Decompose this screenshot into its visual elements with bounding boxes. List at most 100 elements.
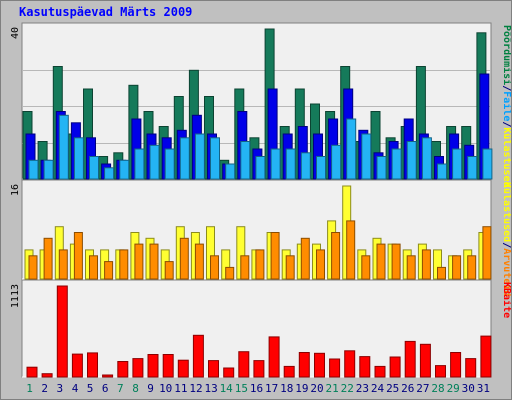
top-bar-lehekljed-day-27 bbox=[421, 137, 432, 180]
top-bar-lehekljed-day-24 bbox=[376, 156, 387, 180]
bot-bar-kbaite-day-17 bbox=[268, 336, 280, 378]
x-tick-label-day-11: 11 bbox=[174, 382, 187, 395]
bot-bar-kbaite-day-10 bbox=[162, 354, 174, 378]
top-bar-lehekljed-day-19 bbox=[300, 152, 311, 180]
bot-bar-kbaite-day-6 bbox=[102, 374, 114, 378]
top-bar-lehekljed-day-29 bbox=[452, 148, 463, 180]
top-bar-lehekljed-day-5 bbox=[89, 156, 99, 180]
bot-bar-kbaite-day-5 bbox=[87, 352, 98, 378]
mid-bar-arvuteid-day-30 bbox=[467, 255, 477, 280]
mid-legend-item: Külastused bbox=[501, 182, 511, 242]
bot-legend: KBaite bbox=[501, 282, 511, 318]
bot-bar-kbaite-day-8 bbox=[132, 358, 144, 378]
mid-bar-arvuteid-day-10 bbox=[164, 261, 174, 280]
x-tick-label-day-19: 19 bbox=[295, 382, 308, 395]
x-tick-label-day-20: 20 bbox=[310, 382, 323, 395]
top-bar-lehekljed-day-9 bbox=[149, 144, 160, 180]
top-bar-lehekljed-day-16 bbox=[255, 156, 266, 180]
bot-bar-kbaite-day-22 bbox=[344, 350, 356, 378]
bot-bar-kbaite-day-13 bbox=[208, 360, 219, 378]
top-max-label: 40 bbox=[10, 27, 21, 39]
x-tick-label-day-8: 8 bbox=[132, 382, 139, 395]
bot-legend-item: KBaite bbox=[501, 282, 511, 318]
bot-bar-kbaite-day-29 bbox=[450, 352, 462, 378]
bot-bar-kbaite-day-27 bbox=[419, 343, 431, 378]
x-tick-label-day-3: 3 bbox=[56, 382, 63, 395]
mid-bar-arvuteid-day-20 bbox=[316, 249, 325, 280]
top-bar-lehekljed-day-13 bbox=[210, 137, 220, 180]
top-bar-lehekljed-day-1 bbox=[28, 159, 39, 180]
x-tick-label-day-7: 7 bbox=[117, 382, 124, 395]
bot-bar-kbaite-day-1 bbox=[26, 366, 38, 378]
bot-max-label: 1113 bbox=[10, 284, 21, 308]
top-bar-lehekljed-day-20 bbox=[316, 156, 326, 180]
mid-legend: Külastused/Arvuteid bbox=[501, 182, 511, 296]
top-bar-lehekljed-day-3 bbox=[58, 114, 69, 180]
bot-bar-kbaite-day-21 bbox=[329, 358, 341, 378]
bot-bar-kbaite-day-31 bbox=[480, 335, 492, 378]
x-tick-label-day-10: 10 bbox=[159, 382, 172, 395]
bot-bar-kbaite-day-24 bbox=[374, 365, 386, 378]
mid-bar-arvuteid-day-12 bbox=[194, 243, 204, 280]
bot-bar-kbaite-day-12 bbox=[192, 334, 204, 378]
x-tick-label-day-14: 14 bbox=[220, 382, 234, 395]
mid-bar-arvuteid-day-28 bbox=[437, 266, 446, 280]
bot-bar-kbaite-day-28 bbox=[435, 365, 446, 378]
top-bar-lehekljed-day-23 bbox=[361, 133, 372, 180]
mid-bar-arvuteid-day-5 bbox=[89, 255, 98, 280]
x-tick-label-day-28: 28 bbox=[431, 382, 444, 395]
x-tick-label-day-27: 27 bbox=[416, 382, 429, 395]
mid-bar-arvuteid-day-8 bbox=[134, 243, 144, 280]
mid-max-label: 16 bbox=[10, 184, 21, 196]
bot-bar-kbaite-day-18 bbox=[283, 365, 295, 378]
mid-bar-arvuteid-day-26 bbox=[406, 255, 416, 280]
x-tick-label-day-17: 17 bbox=[265, 382, 278, 395]
mid-bar-arvuteid-day-25 bbox=[391, 243, 401, 280]
bot-bar-kbaite-day-19 bbox=[298, 352, 310, 378]
top-bar-lehekljed-day-12 bbox=[194, 133, 205, 180]
x-tick-label-day-21: 21 bbox=[325, 382, 338, 395]
mid-bar-arvuteid-day-2 bbox=[43, 237, 53, 280]
top-panel: 40 Pöördumisi/Faile/Külastused bbox=[10, 22, 511, 188]
x-tick-label-day-1: 1 bbox=[26, 382, 33, 395]
x-tick-label-day-4: 4 bbox=[72, 382, 79, 395]
mid-panel: 16 Külastused/Arvuteid bbox=[10, 179, 511, 296]
bot-bar-kbaite-day-16 bbox=[253, 360, 265, 378]
x-tick-label-day-24: 24 bbox=[371, 382, 385, 395]
top-bar-lehekljed-day-2 bbox=[43, 159, 54, 180]
mid-bar-arvuteid-day-4 bbox=[73, 232, 83, 280]
mid-bar-arvuteid-day-7 bbox=[119, 249, 129, 280]
x-tick-label-day-12: 12 bbox=[189, 382, 202, 395]
top-legend-item: / bbox=[501, 85, 511, 91]
bot-bar-kbaite-day-14 bbox=[223, 367, 235, 378]
mid-bar-arvuteid-day-23 bbox=[361, 255, 371, 280]
x-tick-label-day-9: 9 bbox=[147, 382, 154, 395]
top-bar-lehekljed-day-31 bbox=[482, 148, 493, 180]
top-bar-lehekljed-day-17 bbox=[270, 148, 281, 180]
top-legend-item: Pöördumisi bbox=[501, 25, 511, 85]
mid-bar-arvuteid-day-6 bbox=[104, 261, 114, 280]
bot-bar-kbaite-day-30 bbox=[465, 358, 477, 378]
top-bar-lehekljed-day-14 bbox=[225, 163, 236, 180]
top-bar-lehekljed-day-15 bbox=[240, 141, 251, 180]
x-tick-label-day-30: 30 bbox=[462, 382, 475, 395]
mid-bar-arvuteid-day-9 bbox=[149, 243, 159, 280]
top-bar-lehekljed-day-28 bbox=[437, 163, 447, 180]
top-bar-lehekljed-day-30 bbox=[467, 156, 478, 180]
top-bar-lehekljed-day-11 bbox=[179, 137, 190, 180]
bot-bar-kbaite-day-9 bbox=[147, 354, 159, 378]
top-bar-lehekljed-day-18 bbox=[285, 148, 296, 180]
top-legend-item: / bbox=[501, 121, 511, 127]
top-bar-lehekljed-day-4 bbox=[73, 137, 84, 180]
x-tick-label-day-25: 25 bbox=[386, 382, 399, 395]
bot-bar-kbaite-day-15 bbox=[238, 351, 250, 378]
bot-bar-kbaite-day-26 bbox=[404, 340, 416, 378]
x-tick-label-day-18: 18 bbox=[280, 382, 293, 395]
bot-bar-kbaite-day-7 bbox=[117, 361, 129, 378]
mid-bar-arvuteid-day-21 bbox=[331, 232, 341, 280]
mid-legend-item: / bbox=[501, 242, 511, 248]
x-tick-label-day-2: 2 bbox=[41, 382, 48, 395]
mid-bar-arvuteid-day-16 bbox=[255, 249, 265, 280]
x-tick-label-day-22: 22 bbox=[341, 382, 354, 395]
